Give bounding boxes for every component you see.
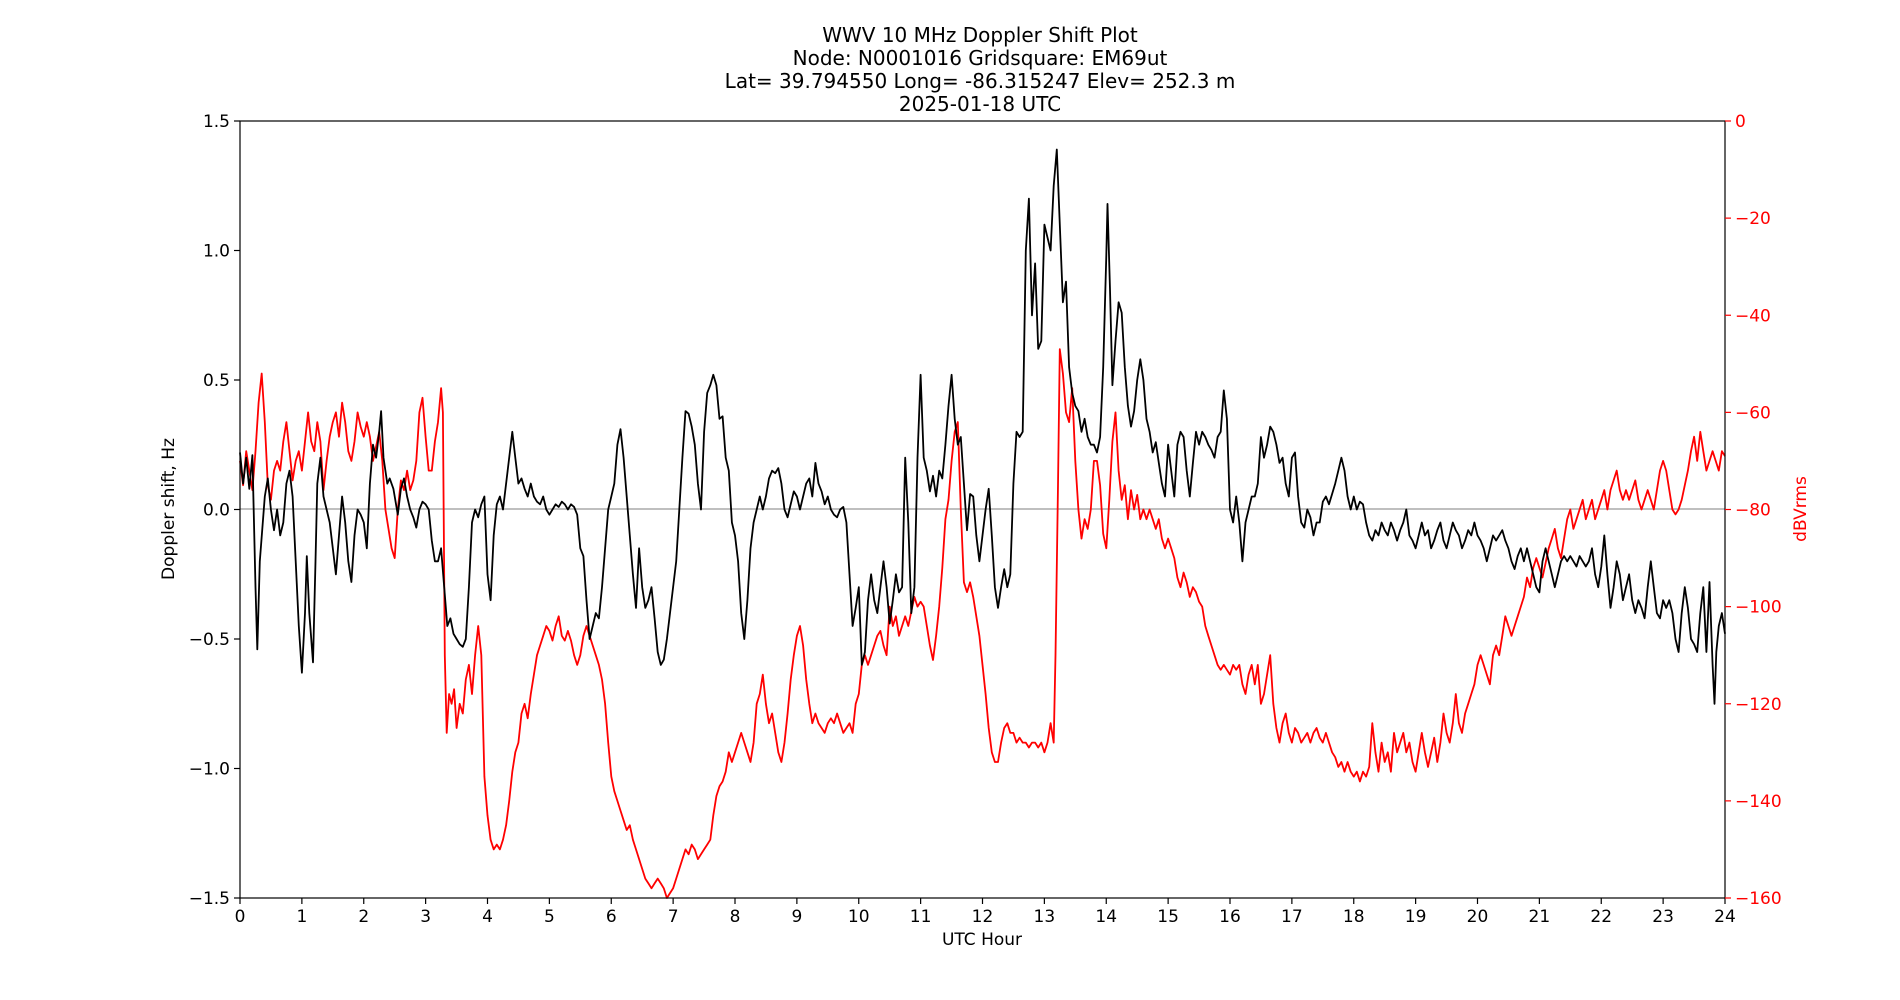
title-line-4: 2025-01-18 UTC <box>899 92 1061 116</box>
title-line-3: Lat= 39.794550 Long= -86.315247 Elev= 25… <box>725 69 1236 93</box>
right-y-tick-label-0: 0 <box>1735 112 1746 132</box>
y-tick-label-2: −0.5 <box>189 630 230 650</box>
x-tick-label-4: 4 <box>482 907 493 927</box>
x-tick-label-11: 11 <box>910 907 932 927</box>
y-tick-label-0: −1.5 <box>189 889 230 909</box>
x-tick-label-2: 2 <box>358 907 369 927</box>
x-tick-label-20: 20 <box>1467 907 1489 927</box>
x-tick-label-12: 12 <box>972 907 994 927</box>
x-tick-label-15: 15 <box>1157 907 1179 927</box>
y-tick-label-4: 0.5 <box>203 371 230 391</box>
right-y-tick-label-4: −80 <box>1735 501 1771 521</box>
right-y-tick-label-7: −140 <box>1735 792 1782 812</box>
title-line-2: Node: N0001016 Gridsquare: EM69ut <box>793 46 1168 70</box>
right-y-tick-label-2: −40 <box>1735 306 1771 326</box>
x-tick-label-5: 5 <box>544 907 555 927</box>
x-tick-label-3: 3 <box>420 907 431 927</box>
x-tick-label-8: 8 <box>730 907 741 927</box>
x-tick-label-6: 6 <box>606 907 617 927</box>
x-tick-label-24: 24 <box>1714 907 1736 927</box>
x-axis-label: UTC Hour <box>942 930 1022 950</box>
right-y-tick-label-6: −120 <box>1735 695 1782 715</box>
y-tick-label-5: 1.0 <box>203 242 230 262</box>
y-tick-label-6: 1.5 <box>203 112 230 132</box>
power-series-line <box>239 348 1726 899</box>
y-tick-label-1: −1.0 <box>189 760 230 780</box>
y-tick-label-3: 0.0 <box>203 501 230 521</box>
right-y-axis-label: dBVrms <box>1791 476 1811 542</box>
right-y-tick-label-1: −20 <box>1735 209 1771 229</box>
x-tick-label-17: 17 <box>1281 907 1303 927</box>
x-tick-label-23: 23 <box>1652 907 1674 927</box>
y-axis-label: Doppler shift, Hz <box>159 438 179 580</box>
x-tick-label-16: 16 <box>1219 907 1241 927</box>
right-y-tick-label-8: −160 <box>1735 889 1782 909</box>
x-tick-label-18: 18 <box>1343 907 1365 927</box>
x-tick-label-14: 14 <box>1095 907 1117 927</box>
x-tick-label-13: 13 <box>1034 907 1056 927</box>
title-line-1: WWV 10 MHz Doppler Shift Plot <box>822 23 1138 47</box>
right-y-tick-label-5: −100 <box>1735 598 1782 618</box>
plot-lines <box>239 148 1726 899</box>
x-tick-label-9: 9 <box>791 907 802 927</box>
x-tick-label-19: 19 <box>1405 907 1427 927</box>
x-tick-label-10: 10 <box>848 907 870 927</box>
right-y-axis: 0 −20 −40 −60 −80 −100 −120 −140 −160 <box>1725 112 1782 909</box>
chart-title: WWV 10 MHz Doppler Shift Plot Node: N000… <box>725 23 1236 116</box>
x-tick-label-21: 21 <box>1529 907 1551 927</box>
x-axis: 0 1 2 3 4 5 6 7 8 9 10 11 12 13 14 15 16 17 18 19 20 21 22 23 24 <box>235 898 1736 927</box>
x-tick-label-22: 22 <box>1590 907 1612 927</box>
doppler-series-line <box>239 148 1726 705</box>
x-tick-label-7: 7 <box>668 907 679 927</box>
x-tick-label-0: 0 <box>235 907 246 927</box>
x-tick-label-1: 1 <box>296 907 307 927</box>
left-y-axis: −1.5 −1.0 −0.5 0.0 0.5 1.0 1.5 <box>189 112 240 909</box>
right-y-tick-label-3: −60 <box>1735 403 1771 423</box>
